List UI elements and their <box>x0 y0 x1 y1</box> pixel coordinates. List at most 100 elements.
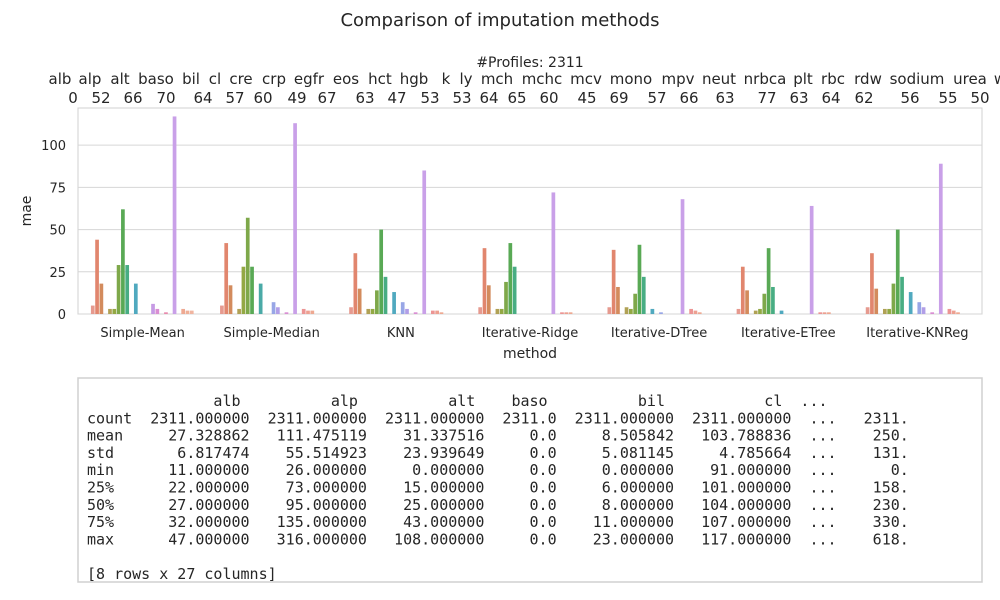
table-line: max 47.000000 316.000000 108.000000 0.0 … <box>87 530 909 548</box>
bar <box>512 266 517 314</box>
bar <box>133 283 138 314</box>
feature-name-label: cl <box>209 70 221 88</box>
bar <box>822 312 827 314</box>
bar <box>151 303 155 314</box>
x-tick-label: Simple-Median <box>224 326 320 341</box>
x-tick-label: Iterative-KNReg <box>866 326 968 341</box>
y-tick-label: 50 <box>49 224 66 239</box>
bar <box>809 205 814 314</box>
bar <box>758 308 762 314</box>
x-axis-label: method <box>503 346 557 362</box>
bar <box>245 217 250 314</box>
bar <box>560 312 564 314</box>
feature-name-label: nrbca <box>744 70 787 88</box>
y-axis-label: mae <box>19 196 35 227</box>
feature-name-label: hct <box>368 70 392 88</box>
bar <box>947 308 952 314</box>
bar <box>827 312 831 314</box>
bar <box>870 253 874 314</box>
x-tick-label: Iterative-ETree <box>741 326 836 341</box>
bar <box>293 123 297 314</box>
bar <box>895 229 900 314</box>
feature-name-label: eos <box>333 70 359 88</box>
bar <box>353 253 358 314</box>
feature-name-label: mpv <box>661 70 694 88</box>
feature-count-label: 52 <box>91 89 110 107</box>
bar <box>882 308 887 314</box>
bar <box>697 312 702 314</box>
bar <box>624 307 629 314</box>
feature-name-label: baso <box>138 70 174 88</box>
bar <box>659 312 663 314</box>
bar <box>508 243 513 314</box>
bar <box>366 308 371 314</box>
feature-count-label: 50 <box>970 89 989 107</box>
bar <box>486 285 491 314</box>
bar <box>568 312 573 314</box>
bar <box>276 307 280 314</box>
feature-name-label: rdw <box>854 70 882 88</box>
feature-count-label: 47 <box>387 89 406 107</box>
bar <box>499 308 504 314</box>
table-line: 50% 27.000000 95.000000 25.000000 0.0 8.… <box>87 496 909 514</box>
bar <box>956 312 960 314</box>
feature-count-label: 66 <box>123 89 142 107</box>
feature-count-label: 65 <box>507 89 526 107</box>
feature-count-label: 57 <box>225 89 244 107</box>
bar <box>607 307 612 314</box>
table-line: mean 27.328862 111.475119 31.337516 0.0 … <box>87 427 909 445</box>
bar <box>874 288 879 314</box>
bar <box>422 170 427 314</box>
feature-name-label: plt <box>793 70 813 88</box>
bar <box>306 310 310 314</box>
bar <box>891 283 896 314</box>
y-tick-label: 100 <box>41 139 66 154</box>
bar <box>228 285 233 314</box>
feature-name-label: mono <box>610 70 652 88</box>
feature-count-label: 70 <box>156 89 175 107</box>
feature-name-label: mcv <box>570 70 602 88</box>
bar <box>155 308 160 314</box>
bar <box>917 302 922 314</box>
bar <box>766 248 771 314</box>
bar <box>771 286 775 314</box>
feature-name-label: egfr <box>294 70 325 88</box>
bar <box>301 308 306 314</box>
feature-name-label: sodium <box>890 70 945 88</box>
feature-count-label: 63 <box>715 89 734 107</box>
feature-count-label: 63 <box>355 89 374 107</box>
bar <box>611 249 616 314</box>
feature-count-label: 45 <box>577 89 596 107</box>
bar <box>887 308 891 314</box>
bar <box>392 292 396 314</box>
table-line: alb alp alt baso bil cl ... <box>87 392 828 410</box>
bar <box>112 308 117 314</box>
bar <box>564 312 569 314</box>
feature-name-label: mchc <box>522 70 563 88</box>
bar <box>349 307 353 314</box>
feature-count-label: 53 <box>452 89 471 107</box>
bar <box>430 310 435 314</box>
bar <box>125 265 130 314</box>
feature-count-label: 53 <box>420 89 439 107</box>
bar <box>99 283 104 314</box>
bar <box>753 310 758 314</box>
table-line: count 2311.000000 2311.000000 2311.00000… <box>87 409 909 427</box>
bar <box>740 266 745 314</box>
bar <box>637 244 642 314</box>
bar <box>641 276 646 314</box>
bar <box>435 310 439 314</box>
feature-name-label: rbc <box>821 70 845 88</box>
feature-name-label: w <box>994 70 1000 88</box>
bar <box>370 308 375 314</box>
bar <box>405 308 409 314</box>
feature-count-label: 77 <box>757 89 776 107</box>
feature-count-label: 62 <box>854 89 873 107</box>
feature-labels: alb0alp52alt66baso70bil64cl57cre60crp49e… <box>49 70 1000 107</box>
bar <box>818 312 823 314</box>
bar <box>779 310 784 314</box>
bar <box>189 310 194 314</box>
feature-name-label: crp <box>262 70 286 88</box>
bar <box>164 312 168 314</box>
